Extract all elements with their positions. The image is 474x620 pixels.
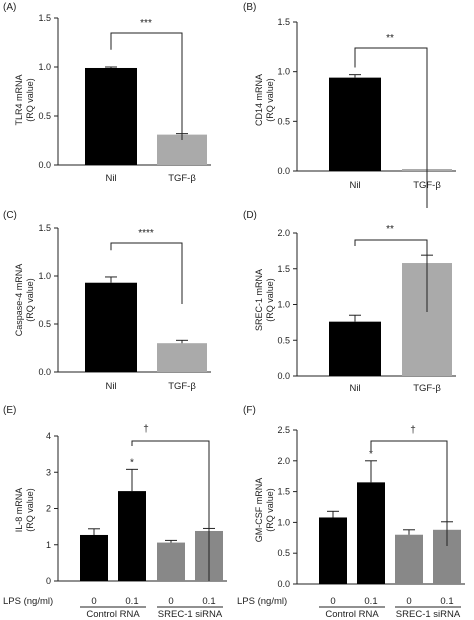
panel-c-significance-bracket	[110, 242, 183, 304]
panel-f-bar	[357, 482, 385, 584]
panel-f-group-label: Control RNA	[325, 609, 379, 620]
panel-d-significance-bracket	[354, 239, 428, 312]
panel-e-lps-label: LPS (ng/ml)	[3, 596, 53, 607]
panel-f-category-label: 0	[330, 596, 335, 607]
panel-f-bar	[395, 534, 423, 584]
panel-b-y-axis-label: CD14 mRNA	[254, 74, 264, 126]
panel-d-label: (D)	[243, 210, 257, 221]
panel-a-bar	[85, 67, 137, 165]
panel-f-lps-label: LPS (ng/ml)	[237, 596, 287, 607]
panel-f-y-tick-label: 0.0	[277, 579, 290, 589]
panel-e-significance-bracket	[131, 440, 210, 581]
panel-e-category-label: 0	[91, 596, 96, 607]
panel-f-label: (F)	[243, 405, 256, 416]
panel-b-significance-label: **	[386, 33, 394, 44]
panel-b-y-tick-label: 0.0	[277, 166, 290, 176]
panel-c-y-axis-label: Caspase-4 mRNA	[14, 264, 24, 337]
panel-d-y-tick-label: 0.0	[277, 371, 290, 381]
panel-a-y-tick-label: 1.0	[38, 62, 51, 72]
panel-e-category-label: 0.1	[202, 596, 215, 607]
panel-e-category-label: 0.1	[125, 596, 138, 607]
panel-d-significance-label: **	[386, 224, 394, 235]
panel-e-y-axis-label: IL-8 mRNA	[14, 488, 24, 533]
panel-f-group-label: SREC-1 siRNA	[396, 609, 461, 620]
panel-b-category-label: Nil	[349, 180, 360, 191]
panel-e-bar	[118, 491, 146, 581]
panel-a-y-tick-label: 0.0	[38, 160, 51, 170]
panel-e-y-tick-label: 0	[46, 576, 51, 586]
panel-d-bar	[329, 321, 381, 376]
panel-c-y-tick-label: 0.5	[38, 319, 51, 329]
panel-a-category-label: Nil	[105, 173, 116, 184]
panel-a-y-tick-label: 0.5	[38, 111, 51, 121]
panel-e-group-label: SREC-1 siRNA	[158, 609, 223, 620]
panel-e-category-label: 0	[168, 596, 173, 607]
panel-a-y-axis-label: TLR4 mRNA	[14, 74, 24, 125]
panel-a-category-label: TGF-β	[168, 173, 196, 184]
panel-a-significance-label: ***	[140, 18, 152, 29]
panel-e-bar	[80, 534, 108, 581]
panel-d-y-tick-label: 0.5	[277, 335, 290, 345]
panel-e-y-tick-label: 2	[46, 504, 51, 514]
panel-c-category-label: TGF-β	[168, 381, 196, 392]
panel-b-significance-bracket	[354, 47, 428, 208]
panel-f-y-tick-label: 1.0	[277, 517, 290, 527]
panel-d-y-tick-label: 1.5	[277, 264, 290, 274]
panel-f-star-label: *	[369, 449, 373, 460]
panel-e-significance-label: †	[143, 424, 149, 435]
panel-f-y-tick-label: 2.5	[277, 425, 290, 435]
panel-d-y-tick-label: 2.0	[277, 228, 290, 238]
panel-d-y-axis-label: SREC-1 mRNA	[254, 269, 264, 331]
panel-c-bar	[157, 343, 207, 372]
panel-c-category-label: Nil	[105, 381, 116, 392]
panel-d-category-label: TGF-β	[413, 383, 441, 394]
panel-f-y-tick-label: 2.0	[277, 456, 290, 466]
panel-e-group-label: Control RNA	[86, 609, 140, 620]
panel-b-y-tick-label: 0.5	[277, 116, 290, 126]
panel-e-y-axis-label-2: (RQ value)	[25, 488, 35, 532]
panel-e-bar	[157, 542, 185, 581]
panel-a-y-axis-label-2: (RQ value)	[25, 78, 35, 122]
panel-f-significance-label: †	[410, 425, 416, 436]
panel-c-y-tick-label: 1.0	[38, 271, 51, 281]
panel-d-y-axis-label-2: (RQ value)	[265, 278, 275, 322]
panel-c-bar	[85, 282, 137, 372]
panel-b-y-axis-label-2: (RQ value)	[265, 78, 275, 122]
panel-a-significance-bracket	[110, 32, 183, 140]
panel-e-star-label: *	[130, 457, 134, 468]
panel-f-significance-bracket	[370, 440, 448, 546]
panel-c-significance-label: ****	[138, 228, 154, 239]
panel-b-y-tick-label: 1.5	[277, 17, 290, 27]
panel-e-label: (E)	[3, 405, 16, 416]
panel-f-bar	[319, 517, 347, 584]
panel-b-y-tick-label: 1.0	[277, 67, 290, 77]
panel-b-label: (B)	[243, 2, 256, 13]
panel-f-category-label: 0.1	[364, 596, 377, 607]
panel-e-y-tick-label: 4	[46, 431, 51, 441]
panel-f-category-label: 0	[406, 596, 411, 607]
panel-f-y-axis-label: GM-CSF mRNA	[254, 478, 264, 543]
panel-b-bar	[329, 77, 381, 171]
panel-c-y-tick-label: 0.0	[38, 367, 51, 377]
panel-c-y-tick-label: 1.5	[38, 223, 51, 233]
panel-d-category-label: Nil	[349, 383, 360, 394]
panel-a-y-tick-label: 1.5	[38, 13, 51, 23]
panel-e-y-tick-label: 1	[46, 540, 51, 550]
panel-a-label: (A)	[3, 2, 16, 13]
panel-c-y-axis-label-2: (RQ value)	[25, 278, 35, 322]
panel-f-y-tick-label: 0.5	[277, 548, 290, 558]
panel-d-y-tick-label: 1.0	[277, 300, 290, 310]
panel-e-y-tick-label: 3	[46, 467, 51, 477]
panel-c-label: (C)	[3, 210, 17, 221]
panel-f-y-tick-label: 1.5	[277, 487, 290, 497]
panel-f-y-axis-label-2: (RQ value)	[265, 488, 275, 532]
panel-f-category-label: 0.1	[440, 596, 453, 607]
